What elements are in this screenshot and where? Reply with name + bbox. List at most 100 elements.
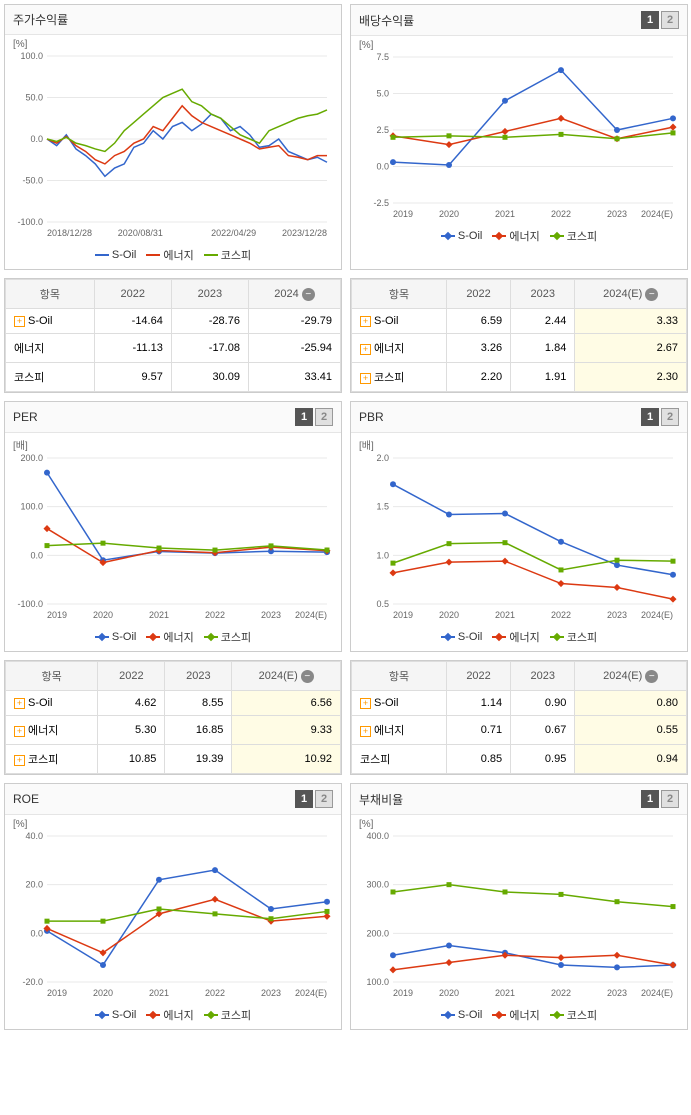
svg-text:50.0: 50.0	[25, 93, 43, 103]
collapse-button[interactable]: −	[301, 670, 314, 683]
row-name: S-Oil	[374, 697, 398, 709]
page-2-button[interactable]: 2	[661, 11, 679, 29]
svg-text:2024(E): 2024(E)	[295, 988, 327, 998]
svg-text:2021: 2021	[149, 988, 169, 998]
page-2-button[interactable]: 2	[661, 790, 679, 808]
cell: 10.92	[232, 745, 341, 774]
svg-text:2022: 2022	[205, 610, 225, 620]
row-name: 에너지	[374, 725, 404, 737]
svg-text:2019: 2019	[393, 209, 413, 219]
legend-item-energy: 에너지	[146, 247, 193, 263]
col-header: 2024(E)−	[575, 662, 687, 691]
col-header: 2024(E)−	[232, 662, 341, 691]
cell: 8.55	[165, 691, 232, 716]
page-1-button[interactable]: 1	[641, 408, 659, 426]
page-1-button[interactable]: 1	[295, 790, 313, 808]
page-2-button[interactable]: 2	[315, 408, 333, 426]
cell: 10.85	[98, 745, 165, 774]
cell: 0.55	[575, 716, 687, 745]
svg-text:2023: 2023	[607, 988, 627, 998]
svg-text:-100.0: -100.0	[17, 217, 43, 227]
expand-button[interactable]: +	[14, 755, 25, 766]
svg-text:2019: 2019	[47, 988, 67, 998]
legend-item-kospi: 코스피	[204, 1007, 251, 1023]
expand-button[interactable]: +	[360, 344, 371, 355]
cell: 0.85	[446, 745, 510, 774]
table-row: +S-Oil-14.64-28.76-29.79	[6, 309, 341, 334]
cell: 2.20	[446, 363, 510, 392]
svg-text:2024(E): 2024(E)	[641, 988, 673, 998]
table-row: +코스피2.201.912.30	[352, 363, 687, 392]
unit-label: [배]	[13, 437, 333, 452]
cell: -17.08	[171, 334, 248, 363]
col-header: 항목	[6, 662, 98, 691]
expand-button[interactable]: +	[14, 726, 25, 737]
paging: 12	[641, 790, 679, 808]
table-row: +에너지3.261.842.67	[352, 334, 687, 363]
expand-button[interactable]: +	[360, 698, 371, 709]
price-return-panel: 주가수익률[%]-100.0-50.00.050.0100.02018/12/2…	[4, 4, 342, 270]
expand-button[interactable]: +	[14, 316, 25, 327]
svg-text:2022: 2022	[205, 988, 225, 998]
svg-text:2024(E): 2024(E)	[641, 610, 673, 620]
cell: 2.44	[511, 309, 575, 334]
cell: -14.64	[94, 309, 171, 334]
cell: 3.33	[575, 309, 687, 334]
svg-text:2022: 2022	[551, 610, 571, 620]
cell: 0.94	[575, 745, 687, 774]
collapse-button[interactable]: −	[645, 288, 658, 301]
svg-text:20.0: 20.0	[25, 880, 43, 890]
svg-text:200.0: 200.0	[20, 453, 43, 463]
cell: 1.84	[511, 334, 575, 363]
svg-text:2022: 2022	[551, 988, 571, 998]
roe-panel: ROE12[%]-20.00.020.040.02019202020212022…	[4, 783, 342, 1030]
svg-text:2022/04/29: 2022/04/29	[211, 228, 256, 238]
price-return-table: 항목202220232024−+S-Oil-14.64-28.76-29.79에…	[4, 278, 342, 393]
cell: 0.95	[511, 745, 575, 774]
expand-button[interactable]: +	[360, 726, 371, 737]
page-2-button[interactable]: 2	[661, 408, 679, 426]
expand-button[interactable]: +	[360, 373, 371, 384]
legend-item-kospi: 코스피	[550, 1007, 597, 1023]
svg-text:-50.0: -50.0	[22, 176, 43, 186]
svg-text:2024(E): 2024(E)	[295, 610, 327, 620]
expand-button[interactable]: +	[360, 316, 371, 327]
col-header: 2022	[98, 662, 165, 691]
per-panel: PER12[배]-100.00.0100.0200.02019202020212…	[4, 401, 342, 652]
svg-text:2021: 2021	[149, 610, 169, 620]
paging: 12	[641, 11, 679, 29]
svg-text:2020/08/31: 2020/08/31	[118, 228, 163, 238]
collapse-button[interactable]: −	[645, 670, 658, 683]
cell: 0.80	[575, 691, 687, 716]
svg-text:2021: 2021	[495, 610, 515, 620]
chart-legend: S-Oil에너지코스피	[351, 1005, 687, 1029]
collapse-button[interactable]: −	[302, 288, 315, 301]
cell: 33.41	[248, 363, 340, 392]
col-header: 2022	[94, 280, 171, 309]
dividend-panel: 배당수익률12[%]-2.50.02.55.07.520192020202120…	[350, 4, 688, 270]
per-table: 항목202220232024(E)−+S-Oil4.628.556.56+에너지…	[4, 660, 342, 775]
svg-text:2019: 2019	[47, 610, 67, 620]
legend-item-soil: S-Oil	[441, 1007, 482, 1023]
expand-button[interactable]: +	[14, 698, 25, 709]
svg-text:2020: 2020	[439, 209, 459, 219]
page-1-button[interactable]: 1	[295, 408, 313, 426]
page-2-button[interactable]: 2	[315, 790, 333, 808]
svg-text:300.0: 300.0	[366, 880, 389, 890]
col-header: 2022	[446, 280, 510, 309]
col-header: 2022	[446, 662, 510, 691]
cell: 1.14	[446, 691, 510, 716]
page-1-button[interactable]: 1	[641, 11, 659, 29]
page-1-button[interactable]: 1	[641, 790, 659, 808]
cell: 30.09	[171, 363, 248, 392]
cell: 0.71	[446, 716, 510, 745]
table-row: 코스피0.850.950.94	[352, 745, 687, 774]
svg-text:0.0: 0.0	[376, 162, 389, 172]
col-header: 항목	[352, 280, 447, 309]
row-name: 코스피	[14, 372, 44, 384]
table-row: +에너지0.710.670.55	[352, 716, 687, 745]
table-row: 에너지-11.13-17.08-25.94	[6, 334, 341, 363]
row-name: 에너지	[14, 343, 44, 355]
panel-title: PBR	[359, 410, 384, 424]
cell: 6.59	[446, 309, 510, 334]
